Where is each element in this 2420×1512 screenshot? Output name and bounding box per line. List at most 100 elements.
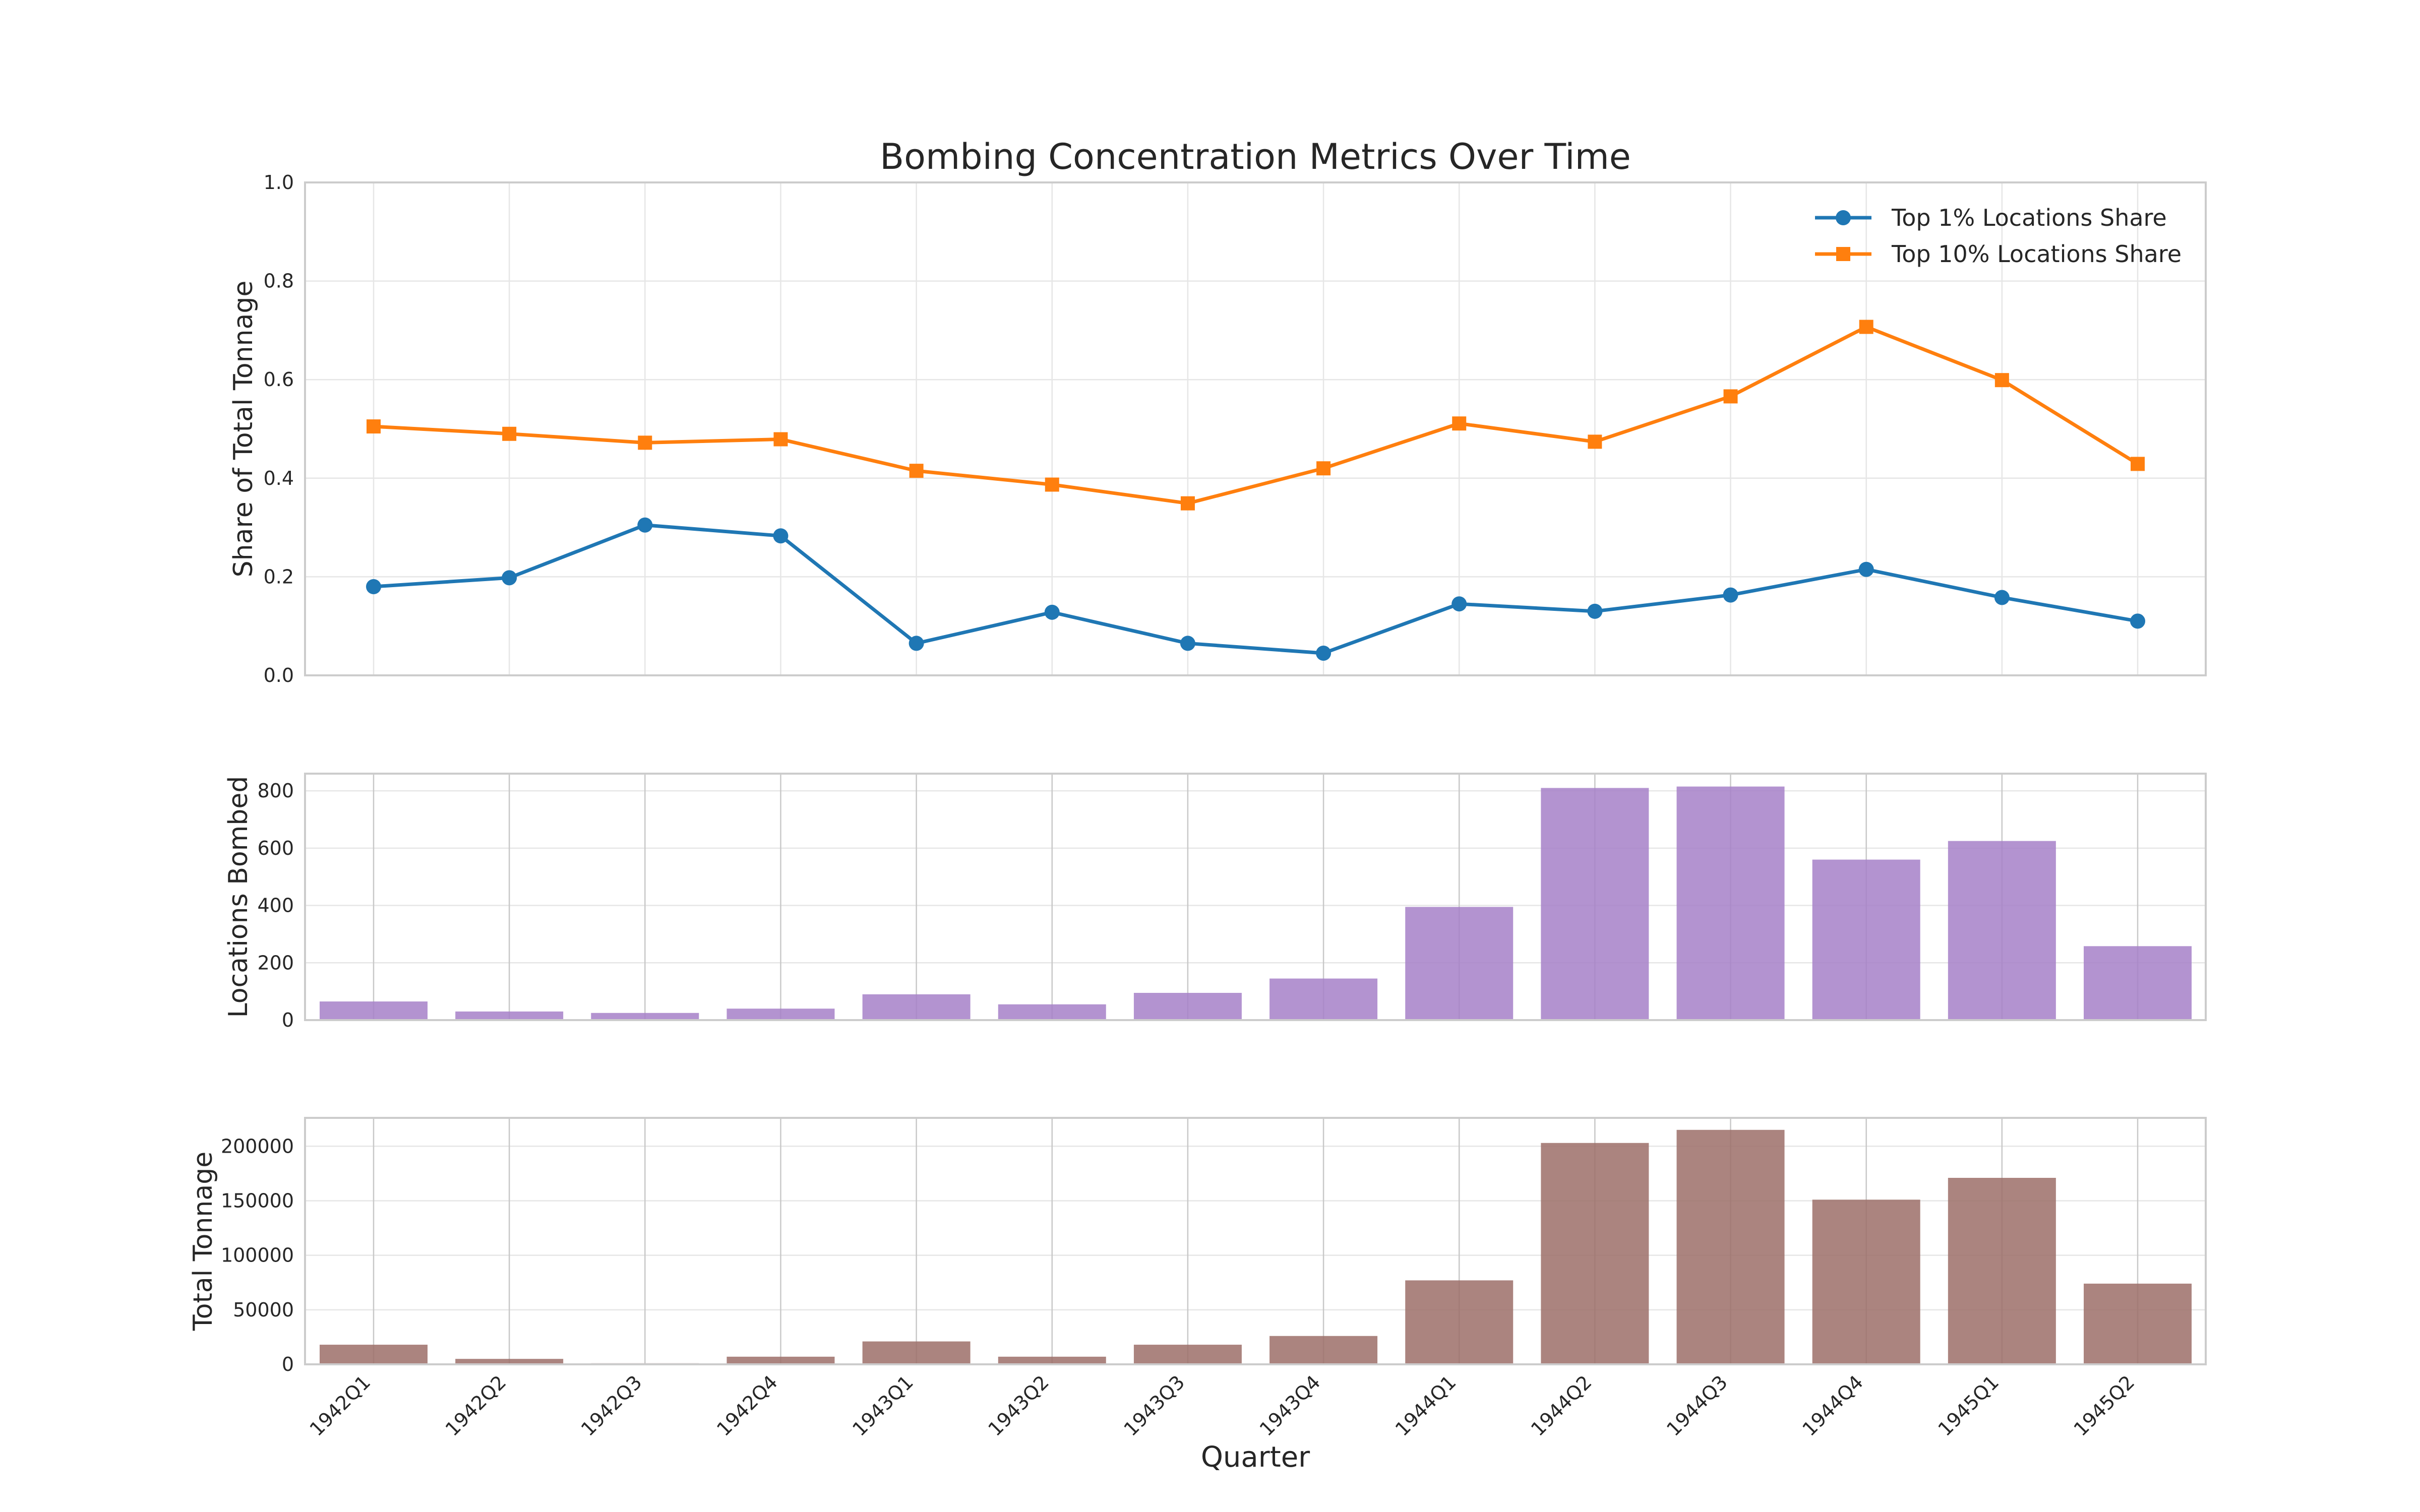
y-tick-label: 600 bbox=[257, 837, 294, 859]
y-tick-label: 200 bbox=[257, 952, 294, 974]
legend-marker-1 bbox=[1836, 210, 1851, 225]
bar-1942Q1 bbox=[320, 1001, 428, 1020]
axes-frame bbox=[304, 773, 2207, 1021]
point-2-1942Q1 bbox=[367, 419, 381, 434]
y-tick-label: 800 bbox=[257, 780, 294, 802]
y-tick-label: 400 bbox=[257, 895, 294, 917]
point-1-1944Q3 bbox=[1723, 587, 1738, 603]
x-tick-label: 1942Q4 bbox=[712, 1371, 782, 1440]
bar-1942Q3 bbox=[591, 1013, 699, 1020]
point-2-1944Q2 bbox=[1588, 434, 1602, 449]
bar-1944Q2 bbox=[1541, 788, 1649, 1020]
bar-1944Q3 bbox=[1676, 1129, 1785, 1364]
point-2-1945Q1 bbox=[1994, 373, 2009, 388]
y-tick-label: 50000 bbox=[233, 1299, 294, 1321]
y-tick-label: 200000 bbox=[221, 1135, 294, 1157]
point-1-1942Q1 bbox=[366, 579, 381, 594]
point-1-1942Q4 bbox=[773, 528, 789, 544]
chart-title: Bombing Concentration Metrics Over Time bbox=[880, 136, 1631, 177]
y-axis-label: Share of Total Tonnage bbox=[228, 281, 259, 578]
point-1-1944Q4 bbox=[1858, 561, 1874, 577]
point-1-1943Q2 bbox=[1044, 604, 1060, 620]
point-1-1942Q3 bbox=[637, 517, 653, 533]
y-tick-label: 0.8 bbox=[264, 270, 294, 292]
point-2-1943Q1 bbox=[909, 464, 924, 478]
point-2-1944Q4 bbox=[1859, 320, 1873, 334]
x-tick-label: 1943Q1 bbox=[848, 1371, 918, 1440]
y-tick-label: 0.2 bbox=[264, 565, 294, 588]
bar-1942Q2 bbox=[455, 1011, 564, 1020]
x-tick-label: 1942Q3 bbox=[577, 1371, 646, 1440]
axes-frame bbox=[304, 181, 2207, 676]
x-tick-label: 1944Q3 bbox=[1662, 1371, 1732, 1440]
bar-1943Q2 bbox=[998, 1004, 1106, 1020]
y-tick-label: 0.6 bbox=[264, 368, 294, 391]
x-tick-label: 1943Q4 bbox=[1255, 1371, 1325, 1440]
y-axis-label: Total Tonnage bbox=[188, 1152, 218, 1332]
point-1-1942Q2 bbox=[502, 570, 517, 586]
bar-1942Q4 bbox=[727, 1356, 835, 1364]
point-2-1943Q3 bbox=[1180, 496, 1195, 511]
x-axis-label: Quarter bbox=[1201, 1441, 1310, 1474]
y-tick-label: 0 bbox=[282, 1353, 294, 1375]
bar-1943Q3 bbox=[1133, 1345, 1242, 1364]
point-1-1945Q2 bbox=[2130, 613, 2145, 629]
point-1-1943Q1 bbox=[909, 636, 924, 651]
x-tick-label: 1943Q2 bbox=[984, 1371, 1053, 1440]
bar-1942Q4 bbox=[727, 1009, 835, 1020]
bar-1942Q1 bbox=[320, 1345, 428, 1364]
point-2-1942Q4 bbox=[773, 432, 788, 447]
bar-1942Q2 bbox=[455, 1359, 564, 1364]
bar-1943Q2 bbox=[998, 1356, 1106, 1364]
point-1-1943Q4 bbox=[1316, 645, 1332, 661]
x-tick-label: 1942Q1 bbox=[306, 1371, 375, 1440]
point-2-1943Q2 bbox=[1045, 477, 1059, 492]
y-tick-label: 0.0 bbox=[264, 664, 294, 686]
bar-1944Q2 bbox=[1541, 1143, 1649, 1364]
x-tick-label: 1945Q2 bbox=[2070, 1371, 2139, 1440]
axes-frame bbox=[304, 1117, 2207, 1365]
bar-1944Q3 bbox=[1676, 786, 1785, 1020]
bar-1943Q4 bbox=[1269, 978, 1378, 1020]
point-2-1944Q1 bbox=[1452, 416, 1467, 431]
bar-1945Q1 bbox=[1948, 841, 2056, 1020]
point-1-1944Q1 bbox=[1451, 596, 1467, 612]
bar-1943Q1 bbox=[862, 1341, 971, 1364]
share-line-panel: 0.0 0.2 0.4 0.6 0.8 1.0 Top 1% Locations Share… bbox=[228, 171, 2207, 686]
series-line-2 bbox=[373, 325, 2139, 506]
series-line-1 bbox=[373, 523, 2138, 655]
x-tick-label: 1944Q1 bbox=[1391, 1371, 1461, 1440]
x-tick-label: 1944Q2 bbox=[1527, 1371, 1596, 1440]
y-tick-label: 100000 bbox=[221, 1244, 294, 1267]
y-tick-label: 0.4 bbox=[264, 467, 294, 489]
point-1-1943Q3 bbox=[1180, 636, 1195, 651]
point-2-1944Q3 bbox=[1723, 389, 1738, 404]
legend-label-2: Top 10% Locations Share bbox=[1891, 240, 2182, 268]
y-axis-label: Locations Bombed bbox=[223, 776, 254, 1018]
bar-1945Q2 bbox=[2084, 1283, 2192, 1364]
bar-1944Q4 bbox=[1812, 859, 1920, 1020]
point-2-1943Q4 bbox=[1316, 461, 1331, 476]
legend: Top 1% Locations Share Top 10% Locations … bbox=[1815, 204, 2182, 268]
y-tick-label: 0 bbox=[282, 1009, 294, 1031]
bar-1943Q1 bbox=[862, 994, 971, 1020]
point-2-1942Q3 bbox=[638, 435, 652, 450]
bar-1943Q3 bbox=[1133, 992, 1242, 1020]
point-2-1942Q2 bbox=[502, 426, 517, 441]
bar-1944Q1 bbox=[1405, 907, 1514, 1020]
bar-1944Q1 bbox=[1405, 1280, 1514, 1364]
x-tick-label: 1942Q2 bbox=[441, 1371, 511, 1440]
bar-1944Q4 bbox=[1812, 1200, 1920, 1364]
x-tick-label: 1945Q1 bbox=[1933, 1371, 2003, 1440]
legend-label-1: Top 1% Locations Share bbox=[1891, 204, 2167, 231]
x-tick-label: 1944Q4 bbox=[1798, 1371, 1867, 1440]
bar-1943Q4 bbox=[1269, 1336, 1378, 1364]
x-tick-label: 1943Q3 bbox=[1120, 1371, 1189, 1440]
point-1-1944Q2 bbox=[1587, 603, 1603, 619]
point-1-1945Q1 bbox=[1994, 590, 2010, 605]
bar-1945Q1 bbox=[1948, 1178, 2056, 1364]
point-2-1945Q2 bbox=[2131, 457, 2145, 471]
